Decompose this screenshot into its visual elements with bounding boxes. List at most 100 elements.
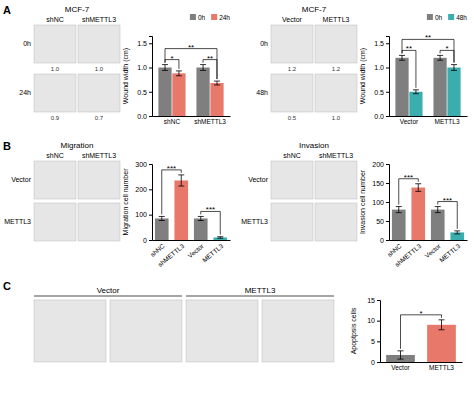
bar (427, 325, 456, 362)
bar (433, 58, 446, 116)
y-tick-label: 1.5 (137, 40, 147, 47)
bar-series (392, 184, 464, 240)
plot-area (155, 175, 227, 240)
image-label: 1.0 (95, 66, 104, 72)
annotation: ** (406, 44, 412, 53)
column-label: shNC (46, 152, 64, 159)
y-tick-mark (377, 362, 380, 363)
y-tick-label: 100 (135, 211, 147, 218)
axis-title: Apoptpsis cells (350, 307, 358, 354)
y-tick-label: 1.0 (137, 64, 147, 71)
bar (158, 68, 171, 116)
axis-title: Migration cell number (122, 168, 130, 236)
error-bar (451, 65, 457, 71)
axis-title: Wound width (cm) (359, 48, 367, 104)
row-label: 0h (23, 40, 31, 47)
y-tick-label: 0.0 (374, 113, 384, 120)
annotation: *** (404, 173, 413, 182)
row-label: 48h (256, 89, 268, 96)
image-label: 1.2 (288, 66, 297, 72)
x-tick-label: Vector (400, 118, 419, 125)
bar (194, 218, 208, 240)
error-bar (454, 231, 460, 234)
y-tick-mark (386, 43, 389, 44)
annotation: *** (167, 164, 176, 173)
annotations: ***** (165, 43, 217, 79)
y-tick-mark (149, 92, 152, 93)
y-tick-mark (149, 240, 152, 241)
x-axis: Vector METTL3 (381, 363, 463, 371)
y-tick: 200 (372, 161, 389, 168)
y-axis-line (149, 165, 153, 241)
x-axis: shNCshMETTL3 (153, 117, 231, 125)
panel-label: B (3, 140, 11, 152)
bar (392, 210, 406, 240)
image-label: 1.0 (51, 66, 60, 72)
x-tick: METTL3 (435, 118, 460, 125)
error-bar (214, 81, 220, 85)
x-tick-label: METTL3 (435, 118, 460, 125)
y-tick: 0 (143, 237, 152, 244)
legend-item: 0h (190, 14, 206, 21)
panel-label: A (3, 4, 11, 16)
y-tick-label: 50 (376, 218, 384, 225)
error-bar (413, 90, 419, 94)
x-tick-label: shMETTL3 (156, 242, 185, 268)
bar-series (172, 71, 223, 116)
x-tick: Vector (400, 118, 419, 125)
y-tick-label: 0.5 (374, 88, 384, 95)
y-tick: 100 (135, 211, 152, 218)
y-tick-mark (386, 240, 389, 241)
bar (174, 180, 188, 240)
y-tick: 1.0 (374, 64, 389, 71)
y-tick: 0 (371, 359, 380, 366)
image-tile (271, 25, 313, 63)
y-tick-label: 0 (143, 237, 147, 244)
plot-area (392, 184, 464, 240)
y-tick-label: 0.5 (137, 88, 147, 95)
y-tick: 15 (367, 297, 380, 304)
legend-item: 24h (211, 14, 230, 21)
column-label: METTL3 (323, 16, 350, 23)
y-tick-mark (149, 68, 152, 69)
image-grid: VectorMETTL3shNCshMETTL3Invasion (241, 141, 357, 241)
y-tick: 100 (372, 199, 389, 206)
image-label: 0.9 (51, 115, 60, 121)
y-tick-mark (386, 183, 389, 184)
image-tile (110, 300, 182, 362)
y-tick-mark (149, 164, 152, 165)
image-label: 1.0 (332, 115, 341, 121)
y-tick: 0.0 (374, 113, 389, 120)
image-strip: VectorMETTL3 (34, 286, 334, 362)
error-bar (396, 207, 402, 213)
bar (210, 83, 223, 116)
plot-area (386, 320, 456, 362)
significance-bracket (165, 49, 217, 79)
x-tick: METTL3 (201, 242, 225, 264)
panel: A1.01.00h0.90.724hshNCshMETTL3MCF-70.00.… (3, 4, 231, 125)
image-tile (315, 25, 357, 63)
x-tick: shMETTL3 (194, 118, 226, 125)
panel: CVectorMETTL3051015VectorMETTL3Apoptpsis… (3, 280, 463, 371)
panel-label: C (3, 280, 11, 292)
legend-swatch (427, 14, 433, 20)
image-tile (262, 300, 334, 362)
error-bar (415, 184, 421, 192)
x-tick-label: METTL3 (438, 242, 462, 264)
chart-title: MCF-7 (65, 5, 90, 14)
panel: BVectorMETTL3shNCshMETTL3Migration010020… (3, 140, 231, 268)
y-tick-label: 0 (371, 359, 375, 366)
x-tick-label: METTL3 (429, 364, 454, 371)
image-tile (271, 74, 313, 112)
y-tick: 0.0 (137, 113, 152, 120)
x-axis: Vector METTL3 (390, 117, 468, 125)
x-tick-label: Vector (391, 364, 410, 371)
image-tile (34, 74, 76, 112)
bar (155, 218, 169, 240)
panel: VectorMETTL3shNCshMETTL3Invasion05010015… (241, 141, 467, 268)
x-tick-label: shMETTL3 (194, 118, 226, 125)
annotation: * (170, 54, 173, 63)
y-tick-mark (386, 221, 389, 222)
annotation: *** (443, 196, 452, 205)
y-tick-label: 10 (367, 317, 375, 324)
